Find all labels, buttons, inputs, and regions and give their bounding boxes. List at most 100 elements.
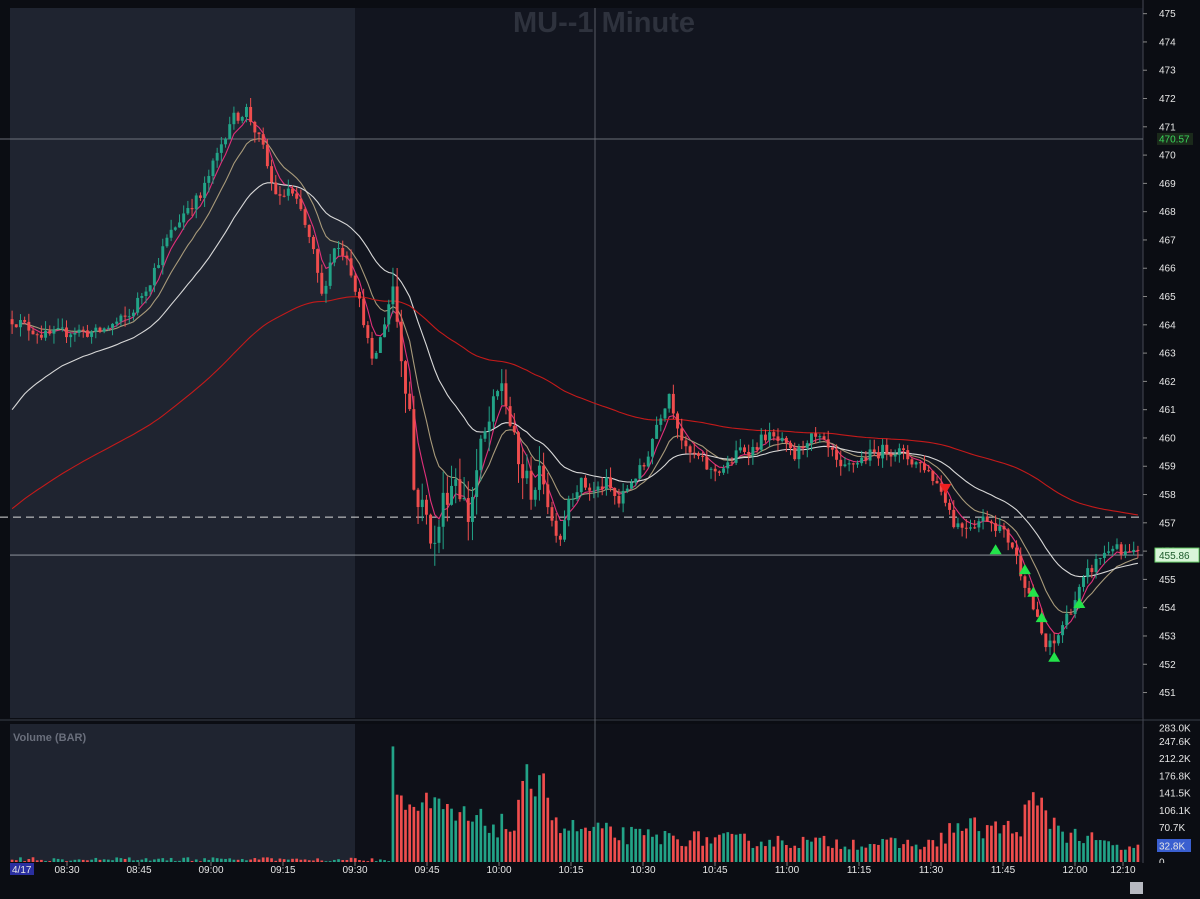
candle-body (625, 488, 629, 491)
candle-body (776, 436, 780, 441)
volume-bar (1124, 849, 1127, 862)
volume-bar (274, 860, 278, 862)
volume-bar (642, 835, 646, 862)
volume-bar (249, 859, 252, 862)
candle-body (1061, 625, 1065, 636)
candle-body (424, 499, 428, 515)
volume-bar (186, 857, 190, 862)
candle-body (349, 258, 353, 276)
volume-bar (1057, 825, 1060, 862)
volume-bar (504, 829, 508, 862)
candle-body (977, 521, 981, 528)
volume-bar (659, 844, 663, 862)
volume-bar (1115, 844, 1119, 862)
volume-bar (60, 859, 64, 862)
candle-body (203, 182, 207, 198)
volume-bar (734, 834, 738, 862)
candle-body (1123, 551, 1127, 555)
volume-bar (194, 859, 198, 862)
candle-body (609, 477, 613, 488)
volume-bar (253, 858, 257, 862)
candle-body (1115, 544, 1119, 549)
volume-bar (529, 788, 533, 862)
volume-bar (738, 833, 742, 862)
volume-bar (517, 799, 520, 862)
candle-body (429, 514, 433, 544)
candle-body (952, 509, 956, 528)
volume-bar (868, 843, 872, 862)
candle-body (1010, 542, 1014, 548)
candle-body (278, 194, 282, 196)
volume-bar (48, 861, 52, 862)
chart-title: MU--1 Minute (513, 7, 695, 39)
candle-body (487, 421, 491, 432)
volume-bar (1136, 844, 1140, 862)
candle-body (596, 486, 600, 491)
volume-axis[interactable]: 283.0K 247.6K 212.2K 176.8K 141.5K 106.1K 70.7… (1157, 724, 1191, 869)
time-tick-label: 11:30 (919, 865, 944, 876)
volume-bar (454, 820, 458, 862)
time-axis[interactable]: 4/17 08:30 08:45 09:00 09:15 09:30 09:45 10:00 1… (0, 862, 1200, 894)
candle-body (165, 237, 169, 247)
volume-bar (178, 860, 181, 862)
candle-body (931, 470, 935, 481)
price-tick-label: 469 (1159, 179, 1176, 190)
volume-premarket-shade (10, 724, 355, 862)
volume-bar (1069, 832, 1073, 862)
candle-body (881, 444, 885, 459)
candle-body (801, 446, 805, 448)
volume-bar (207, 859, 211, 862)
candle-body (48, 330, 52, 334)
candle-body (818, 436, 822, 438)
candle-body (399, 321, 403, 362)
volume-bar (395, 794, 399, 862)
volume-bar (609, 826, 612, 862)
volume-bar (412, 806, 416, 862)
time-tick-label: 10:00 (486, 865, 511, 876)
candle-body (374, 352, 378, 359)
candle-body (98, 327, 102, 332)
candle-body (906, 450, 910, 460)
volume-bar (65, 861, 68, 862)
volume-bar (441, 809, 445, 862)
volume-bar (437, 798, 441, 862)
volume-bar (199, 861, 202, 862)
date-tag (10, 863, 34, 875)
volume-bar (512, 830, 516, 862)
candle-body (1082, 577, 1085, 587)
price-tick-label: 465 (1159, 292, 1176, 303)
candle-body (1044, 633, 1048, 648)
candle-body (39, 334, 43, 338)
volume-bar (295, 858, 299, 862)
time-tick-label: 12:10 (1110, 865, 1135, 876)
candle-body (747, 451, 751, 456)
volume-bar (851, 839, 855, 862)
last-price-tag (1154, 547, 1200, 563)
volume-bar (768, 839, 771, 862)
candle-body (219, 144, 223, 153)
volume-bar (471, 821, 474, 862)
volume-bar (605, 822, 608, 862)
volume-bar (370, 858, 374, 862)
volume-last-tag (1157, 839, 1191, 853)
volume-bar (533, 796, 537, 862)
candle-body (119, 315, 123, 322)
candle-body (567, 499, 571, 521)
candle-body (14, 324, 18, 328)
candle-body (638, 465, 642, 479)
candle-body (772, 432, 776, 437)
volume-bar (1119, 849, 1123, 862)
volume-bar (492, 824, 495, 862)
volume-bar (496, 837, 499, 862)
volume-bar (759, 841, 763, 862)
price-tick-label: 468 (1159, 207, 1176, 218)
volume-bar (190, 860, 194, 862)
candle-body (77, 329, 81, 333)
price-axis[interactable]: 475 474 473 472 471 470 469 468 467 466 465 464 463 4… (1143, 9, 1200, 699)
candle-body (152, 267, 156, 286)
volume-bar (224, 858, 227, 862)
volume-bar (1002, 825, 1006, 862)
candle-body (81, 329, 85, 331)
